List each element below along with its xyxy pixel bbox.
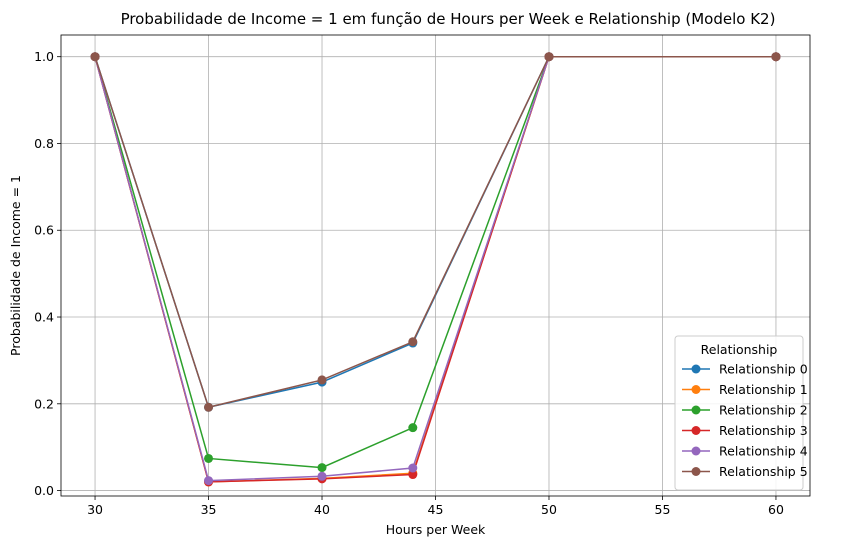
data-point xyxy=(771,52,781,62)
legend-item: Relationship 2 xyxy=(682,403,808,418)
x-tick-label: 55 xyxy=(655,502,671,517)
legend-label: Relationship 2 xyxy=(719,403,808,418)
series-line xyxy=(94,55,776,409)
data-point xyxy=(408,463,418,473)
y-axis-label: Probabilidade de Income = 1 xyxy=(8,175,23,356)
data-point xyxy=(317,375,327,385)
y-tick-label: 0.6 xyxy=(34,223,54,238)
legend-item: Relationship 5 xyxy=(682,464,808,479)
legend-label: Relationship 1 xyxy=(719,382,808,397)
legend-label: Relationship 0 xyxy=(719,362,808,377)
legend-marker xyxy=(691,385,701,394)
data-point xyxy=(204,453,214,463)
x-tick-label: 45 xyxy=(428,502,444,517)
legend-label: Relationship 4 xyxy=(719,444,808,459)
x-tick-label: 60 xyxy=(768,502,784,517)
ticks: 30 35 40 45 50 55 60 0.0 0.2 0.4 0.6 0.8 1.0 xyxy=(34,49,784,517)
data-point xyxy=(408,470,418,480)
series-group xyxy=(90,52,781,412)
y-tick-label: 0.8 xyxy=(34,136,54,151)
y-tick-label: 0.4 xyxy=(34,310,54,325)
legend-marker xyxy=(691,446,701,456)
data-point xyxy=(317,463,327,473)
y-tick-label: 1.0 xyxy=(34,49,54,64)
legend: Relationship Relationship 0 Relationship 1… xyxy=(674,335,808,491)
data-point xyxy=(204,402,214,412)
x-tick-label: 35 xyxy=(201,502,217,517)
legend-title: Relationship xyxy=(701,342,778,357)
legend-marker xyxy=(691,364,701,374)
x-tick-label: 40 xyxy=(314,502,330,517)
legend-item: Relationship 4 xyxy=(682,444,808,459)
legend-label: Relationship 5 xyxy=(719,464,808,479)
legend-item: Relationship 1 xyxy=(682,382,808,397)
legend-item: Relationship 3 xyxy=(682,423,808,438)
data-point xyxy=(408,423,418,433)
legend-marker xyxy=(691,426,701,435)
y-tick-label: 0.0 xyxy=(34,483,54,498)
data-point xyxy=(317,471,327,481)
data-point xyxy=(408,337,418,347)
legend-label: Relationship 3 xyxy=(719,423,808,438)
data-point xyxy=(204,476,214,486)
x-tick-label: 30 xyxy=(87,502,103,517)
y-tick-label: 0.2 xyxy=(34,396,54,411)
chart-title: Probabilidade de Income = 1 em função de… xyxy=(121,10,776,28)
series-layer xyxy=(90,52,781,487)
x-tick-label: 50 xyxy=(541,502,557,517)
legend-marker xyxy=(691,405,701,415)
x-axis-label: Hours per Week xyxy=(386,522,486,537)
legend-item: Relationship 0 xyxy=(682,362,808,377)
data-point xyxy=(90,52,100,62)
legend-marker xyxy=(691,467,701,476)
data-point xyxy=(544,52,554,62)
